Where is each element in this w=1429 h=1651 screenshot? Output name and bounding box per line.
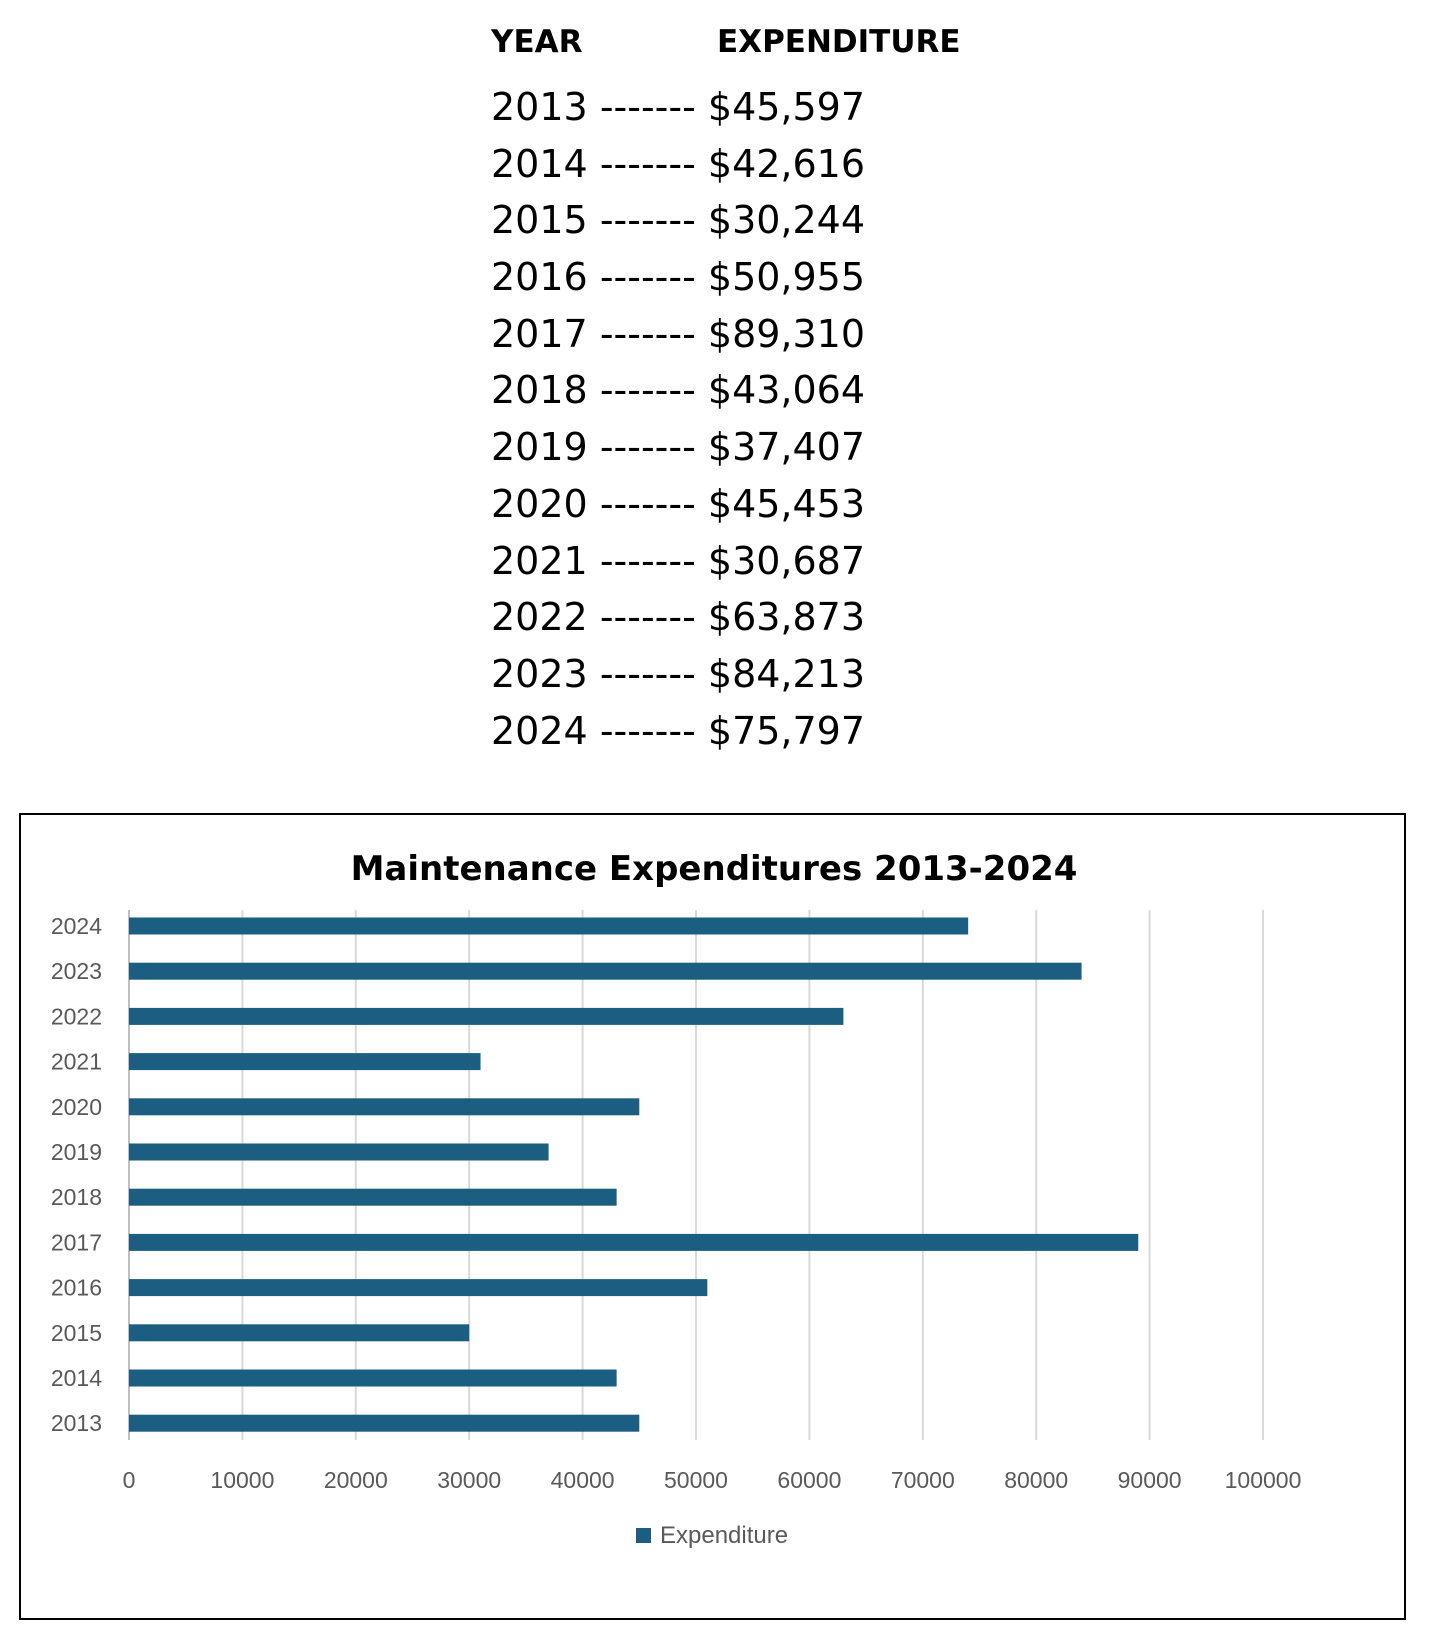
listing-year: 2018 [491, 368, 588, 413]
x-tick-label: 90000 [1118, 1467, 1182, 1493]
bar-2021 [129, 1053, 481, 1071]
year-column-header: YEAR [491, 24, 583, 60]
bar-2016 [129, 1279, 708, 1297]
x-axis-labels: 0 10000 20000 30000 40000 50000 60000 70000 8000… [123, 1467, 1302, 1493]
listing-year: 2020 [491, 481, 588, 526]
expenditure-listing: YEAR EXPENDITURE 2013 ------- $45,597 20… [491, 20, 1011, 759]
bar-2022 [129, 1007, 844, 1025]
legend-swatch [636, 1528, 651, 1543]
listing-amount: $43,064 [707, 368, 866, 413]
bar-2023 [129, 962, 1082, 980]
listing-row: 2013 ------- $45,597 [491, 79, 1011, 136]
listing-amount: $45,453 [707, 481, 866, 526]
x-tick-label: 30000 [437, 1467, 501, 1493]
listing-year: 2017 [491, 311, 588, 356]
bar-chart: Maintenance Expenditures 2013-2024 20132… [51, 849, 1302, 1549]
y-tick-label: 2024 [51, 913, 102, 939]
listing-row: 2015 ------- $30,244 [491, 192, 1011, 249]
legend: Expenditure [636, 1522, 788, 1549]
bar-2024 [129, 917, 969, 935]
y-tick-label: 2014 [51, 1365, 102, 1391]
listing-year: 2016 [491, 255, 588, 300]
y-tick-label: 2016 [51, 1275, 102, 1301]
x-tick-label: 100000 [1225, 1467, 1302, 1493]
listing-row: 2016 ------- $50,955 [491, 249, 1011, 306]
y-tick-label: 2020 [51, 1094, 102, 1120]
listing-separator: ------- [599, 368, 696, 413]
x-tick-label: 10000 [210, 1467, 274, 1493]
listing-amount: $45,597 [707, 85, 866, 129]
y-tick-label: 2017 [51, 1229, 102, 1255]
bars [129, 917, 1139, 1432]
listing-row: 2018 ------- $43,064 [491, 362, 1011, 419]
y-tick-label: 2019 [51, 1139, 102, 1165]
listing-header: YEAR EXPENDITURE [491, 20, 1011, 66]
y-tick-label: 2023 [51, 958, 102, 984]
y-tick-label: 2021 [51, 1049, 102, 1075]
listing-year: 2024 [491, 708, 588, 753]
listing-row: 2021 ------- $30,687 [491, 533, 1011, 590]
bar-2013 [129, 1414, 640, 1432]
x-tick-label: 0 [123, 1467, 136, 1493]
listing-separator: ------- [599, 255, 696, 300]
listing-amount: $30,244 [707, 198, 866, 243]
bar-2014 [129, 1369, 617, 1387]
listing-separator: ------- [599, 198, 696, 243]
y-tick-label: 2013 [51, 1410, 102, 1436]
listing-row: 2017 ------- $89,310 [491, 306, 1011, 363]
bar-2015 [129, 1324, 470, 1342]
listing-year: 2019 [491, 425, 588, 470]
listing-amount: $50,955 [707, 255, 866, 300]
listing-row: 2019 ------- $37,407 [491, 419, 1011, 476]
listing-row: 2024 ------- $75,797 [491, 703, 1011, 760]
listing-separator: ------- [599, 425, 696, 470]
listing-row: 2022 ------- $63,873 [491, 589, 1011, 646]
x-tick-label: 70000 [891, 1467, 955, 1493]
listing-separator: ------- [599, 85, 696, 129]
listing-amount: $63,873 [707, 595, 866, 640]
legend-label: Expenditure [660, 1522, 788, 1549]
listing-year: 2014 [491, 141, 588, 186]
x-tick-label: 80000 [1004, 1467, 1068, 1493]
x-tick-label: 40000 [551, 1467, 615, 1493]
bar-2020 [129, 1098, 640, 1116]
listing-separator: ------- [599, 651, 696, 696]
bar-2019 [129, 1143, 549, 1161]
y-axis-labels: 2013 2014 2015 2016 2017 2018 2019 2020 2021 2022… [51, 913, 102, 1436]
listing-year: 2013 [491, 85, 588, 129]
listing-separator: ------- [599, 538, 696, 583]
listing-amount: $30,687 [707, 538, 866, 583]
gridlines [128, 910, 1264, 1440]
y-tick-label: 2022 [51, 1003, 102, 1029]
listing-amount: $89,310 [707, 311, 866, 356]
listing-separator: ------- [599, 141, 696, 186]
listing-amount: $42,616 [707, 141, 866, 186]
listing-rows: 2013 ------- $45,597 2014 ------- $42,61… [491, 79, 1011, 759]
expenditure-column-header: EXPENDITURE [717, 24, 961, 60]
x-tick-label: 60000 [777, 1467, 841, 1493]
listing-year: 2022 [491, 595, 588, 640]
listing-amount: $84,213 [707, 651, 866, 696]
bar-2017 [129, 1233, 1139, 1251]
listing-row: 2014 ------- $42,616 [491, 136, 1011, 193]
bar-2018 [129, 1188, 617, 1206]
chart-panel: Maintenance Expenditures 2013-2024 2013 2… [19, 813, 1406, 1620]
listing-separator: ------- [599, 481, 696, 526]
listing-amount: $75,797 [707, 708, 866, 753]
listing-row: 2020 ------- $45,453 [491, 476, 1011, 533]
x-tick-label: 50000 [664, 1467, 728, 1493]
x-tick-label: 20000 [324, 1467, 388, 1493]
listing-year: 2015 [491, 198, 588, 243]
listing-row: 2023 ------- $84,213 [491, 646, 1011, 703]
y-tick-label: 2018 [51, 1184, 102, 1210]
listing-separator: ------- [599, 595, 696, 640]
listing-year: 2021 [491, 538, 588, 583]
listing-separator: ------- [599, 708, 696, 753]
listing-year: 2023 [491, 651, 588, 696]
listing-separator: ------- [599, 311, 696, 356]
y-tick-label: 2015 [51, 1320, 102, 1346]
chart-title: Maintenance Expenditures 2013-2024 [351, 849, 1078, 889]
listing-amount: $37,407 [707, 425, 866, 470]
